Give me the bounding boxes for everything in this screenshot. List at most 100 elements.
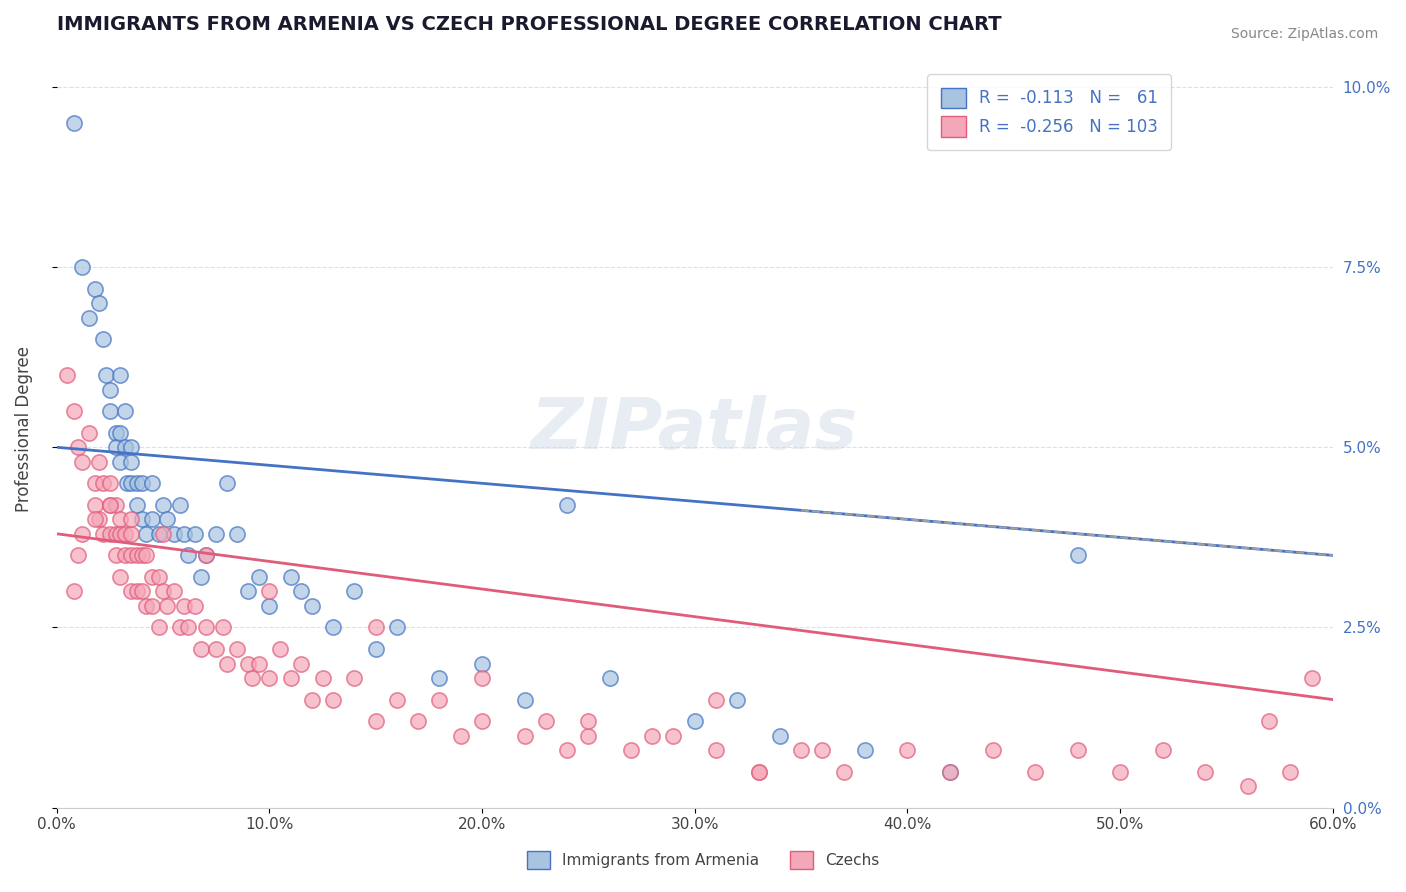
Point xyxy=(247,570,270,584)
Point xyxy=(98,404,121,418)
Point xyxy=(534,714,557,728)
Point xyxy=(290,584,312,599)
Point xyxy=(364,620,387,634)
Point xyxy=(343,671,366,685)
Point xyxy=(184,526,207,541)
Point xyxy=(832,764,855,779)
Legend: Immigrants from Armenia, Czechs: Immigrants from Armenia, Czechs xyxy=(520,845,886,875)
Point xyxy=(215,657,238,671)
Point xyxy=(236,584,259,599)
Point xyxy=(194,549,217,563)
Point xyxy=(148,620,170,634)
Point xyxy=(555,743,578,757)
Point xyxy=(194,620,217,634)
Point xyxy=(114,440,136,454)
Point xyxy=(513,729,536,743)
Point xyxy=(364,714,387,728)
Point xyxy=(120,549,142,563)
Point xyxy=(141,599,163,613)
Point xyxy=(211,620,233,634)
Point xyxy=(110,526,132,541)
Point xyxy=(429,692,451,706)
Point xyxy=(599,671,621,685)
Point xyxy=(148,526,170,541)
Point xyxy=(226,526,249,541)
Point xyxy=(135,599,157,613)
Point xyxy=(173,526,195,541)
Point xyxy=(110,570,132,584)
Point xyxy=(194,549,217,563)
Point xyxy=(811,743,834,757)
Text: Source: ZipAtlas.com: Source: ZipAtlas.com xyxy=(1230,27,1378,41)
Point xyxy=(120,526,142,541)
Point xyxy=(769,729,792,743)
Point xyxy=(215,476,238,491)
Point xyxy=(110,512,132,526)
Point xyxy=(471,671,494,685)
Point xyxy=(1024,764,1046,779)
Point xyxy=(135,549,157,563)
Point xyxy=(135,526,157,541)
Point xyxy=(280,570,302,584)
Point xyxy=(513,692,536,706)
Point xyxy=(1152,743,1174,757)
Point xyxy=(269,642,291,657)
Point xyxy=(70,260,93,274)
Point xyxy=(114,549,136,563)
Point xyxy=(110,368,132,383)
Point xyxy=(205,642,228,657)
Point xyxy=(152,526,174,541)
Point xyxy=(77,425,100,440)
Point xyxy=(385,692,408,706)
Point xyxy=(141,512,163,526)
Point xyxy=(62,116,84,130)
Point xyxy=(131,512,153,526)
Point xyxy=(896,743,918,757)
Point xyxy=(89,512,111,526)
Point xyxy=(1279,764,1302,779)
Legend: R =  -0.113   N =   61, R =  -0.256   N = 103: R = -0.113 N = 61, R = -0.256 N = 103 xyxy=(928,74,1171,150)
Point xyxy=(77,310,100,325)
Point xyxy=(1236,779,1258,793)
Point xyxy=(94,368,117,383)
Point xyxy=(226,642,249,657)
Point xyxy=(322,620,344,634)
Point xyxy=(156,599,179,613)
Point xyxy=(98,383,121,397)
Point xyxy=(70,526,93,541)
Point xyxy=(105,425,128,440)
Point xyxy=(83,282,105,296)
Point xyxy=(1066,743,1088,757)
Point xyxy=(429,671,451,685)
Point xyxy=(1194,764,1216,779)
Point xyxy=(89,296,111,310)
Point xyxy=(105,526,128,541)
Point xyxy=(98,498,121,512)
Point xyxy=(311,671,333,685)
Point xyxy=(127,584,149,599)
Point xyxy=(620,743,643,757)
Text: IMMIGRANTS FROM ARMENIA VS CZECH PROFESSIONAL DEGREE CORRELATION CHART: IMMIGRANTS FROM ARMENIA VS CZECH PROFESS… xyxy=(56,15,1001,34)
Point xyxy=(93,476,115,491)
Point xyxy=(127,498,149,512)
Point xyxy=(662,729,685,743)
Point xyxy=(120,440,142,454)
Point xyxy=(141,476,163,491)
Point xyxy=(56,368,79,383)
Point xyxy=(1301,671,1323,685)
Point xyxy=(641,729,664,743)
Point xyxy=(1109,764,1132,779)
Point xyxy=(62,584,84,599)
Point xyxy=(683,714,706,728)
Point xyxy=(190,642,212,657)
Point xyxy=(93,526,115,541)
Point xyxy=(406,714,429,728)
Point xyxy=(93,332,115,346)
Point xyxy=(131,549,153,563)
Point xyxy=(152,584,174,599)
Point xyxy=(748,764,770,779)
Point xyxy=(98,476,121,491)
Point xyxy=(152,498,174,512)
Point xyxy=(939,764,962,779)
Point xyxy=(450,729,472,743)
